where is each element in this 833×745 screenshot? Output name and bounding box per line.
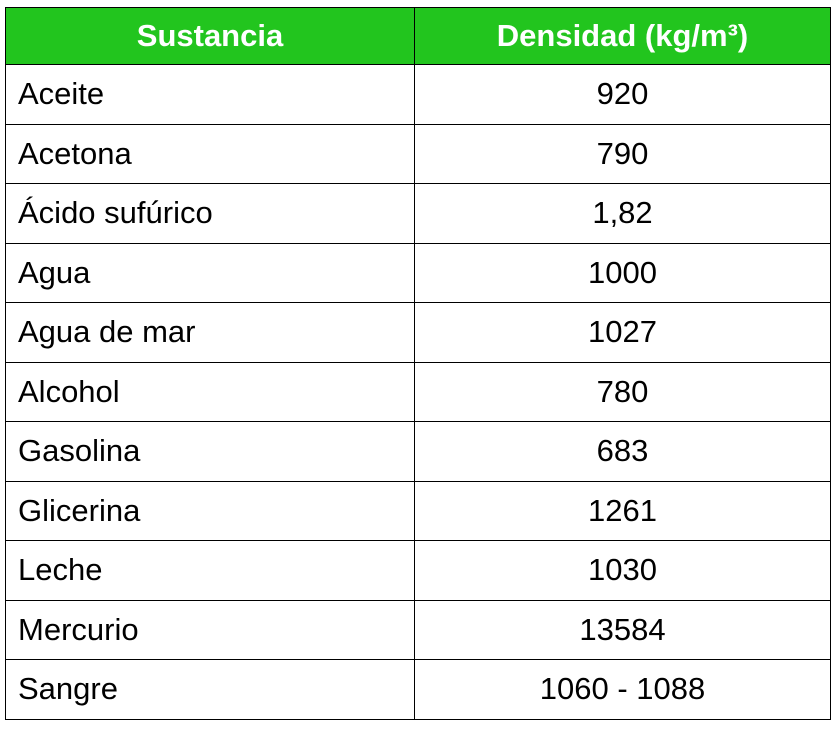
density-cell: 920 [414,64,831,125]
table-row: Alcohol 780 [5,361,831,422]
substance-cell: Gasolina [5,421,415,482]
table-row: Sangre 1060 - 1088 [5,659,831,720]
table-row: Agua 1000 [5,242,831,303]
substance-cell: Agua de mar [5,302,415,363]
density-cell: 1,82 [414,183,831,244]
table-row: Mercurio 13584 [5,599,831,660]
table-body: Aceite 920 Acetona 790 Ácido sufúrico 1,… [5,64,831,720]
table-row: Glicerina 1261 [5,480,831,541]
table-row: Agua de mar 1027 [5,302,831,363]
density-cell: 1030 [414,540,831,601]
substance-cell: Alcohol [5,361,415,422]
substance-cell: Acetona [5,123,415,184]
density-cell: 1261 [414,480,831,541]
substance-cell: Sangre [5,659,415,720]
table-row: Ácido sufúrico 1,82 [5,183,831,244]
substance-cell: Mercurio [5,599,415,660]
table-row: Leche 1030 [5,540,831,601]
density-cell: 1060 - 1088 [414,659,831,720]
column-header-sustancia: Sustancia [5,7,415,65]
table-row: Gasolina 683 [5,421,831,482]
table-header: Sustancia Densidad (kg/m³) [5,7,831,65]
column-header-densidad: Densidad (kg/m³) [414,7,831,65]
density-table: Sustancia Densidad (kg/m³) Aceite 920 Ac… [5,7,831,720]
density-cell: 1027 [414,302,831,363]
substance-cell: Aceite [5,64,415,125]
substance-cell: Leche [5,540,415,601]
density-cell: 780 [414,361,831,422]
table-row: Aceite 920 [5,64,831,125]
density-cell: 790 [414,123,831,184]
substance-cell: Ácido sufúrico [5,183,415,244]
density-table-container: Sustancia Densidad (kg/m³) Aceite 920 Ac… [5,7,831,720]
density-cell: 13584 [414,599,831,660]
density-cell: 683 [414,421,831,482]
density-cell: 1000 [414,242,831,303]
substance-cell: Glicerina [5,480,415,541]
table-row: Acetona 790 [5,123,831,184]
substance-cell: Agua [5,242,415,303]
header-row: Sustancia Densidad (kg/m³) [5,7,831,65]
